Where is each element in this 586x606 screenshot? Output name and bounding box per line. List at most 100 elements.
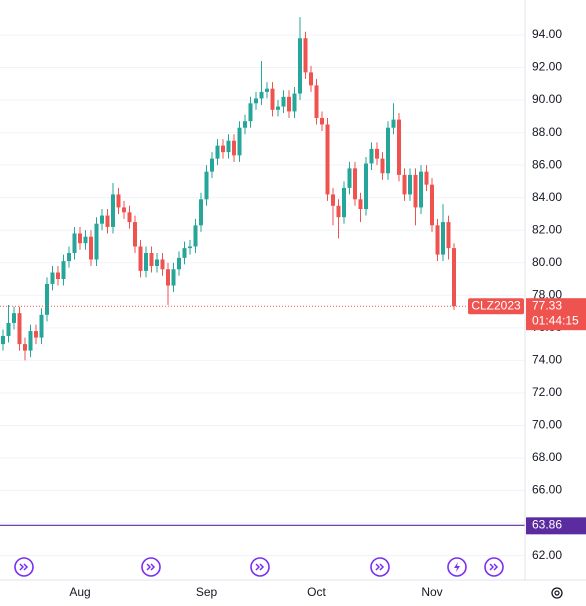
candle-body [166, 269, 170, 286]
candle-body [270, 88, 275, 110]
candle-body [155, 259, 159, 267]
candle-body [204, 171, 209, 200]
candle-body [353, 168, 357, 200]
candle-body [430, 184, 434, 226]
candle-body [281, 96, 286, 107]
candle-body [28, 331, 33, 351]
candle-body [369, 148, 374, 164]
candle-body [199, 199, 203, 226]
y-tick-label: 68.00 [532, 450, 562, 464]
candle-body [50, 272, 55, 284]
candle-body [336, 205, 341, 218]
candle-body [254, 98, 258, 104]
event-icon[interactable] [141, 557, 161, 577]
candle-body [276, 106, 280, 110]
candle-body [358, 199, 363, 210]
candle-body [138, 246, 143, 271]
candle-body [144, 252, 148, 271]
x-tick-label: Oct [307, 585, 326, 599]
candle-body [397, 119, 401, 175]
symbol-tag [468, 298, 524, 315]
candle-body [133, 222, 137, 247]
candle-body [100, 215, 104, 224]
y-tick-label: 72.00 [532, 385, 562, 399]
y-tick-label: 78.00 [532, 287, 562, 301]
candle-body [226, 140, 231, 153]
candle-body [435, 225, 440, 255]
last-price-label: 77.33 [532, 298, 562, 312]
candle-body [94, 223, 99, 260]
candle-body [34, 331, 38, 338]
candle-body [325, 124, 330, 195]
candle-body [331, 194, 335, 206]
alert-tag [526, 517, 586, 535]
candle-body [309, 72, 313, 86]
candle-body [210, 158, 214, 172]
candle-body [122, 207, 126, 213]
y-tick-label: 62.00 [532, 548, 562, 562]
candle-body [303, 38, 308, 73]
y-tick-label: 86.00 [532, 157, 562, 171]
candle-body [248, 103, 253, 122]
candle-body [45, 283, 49, 315]
y-tick-label: 74.00 [532, 353, 562, 367]
candle-body [39, 314, 44, 338]
candle-body [56, 272, 60, 280]
y-tick-label: 88.00 [532, 125, 562, 139]
settings-icon[interactable] [551, 587, 563, 599]
event-markers [14, 557, 563, 599]
y-tick-label: 66.00 [532, 483, 562, 497]
candle-body [61, 261, 66, 280]
y-tick-label: 82.00 [532, 222, 562, 236]
alert-label: 63.86 [532, 518, 562, 532]
candle-body [419, 171, 423, 208]
event-icon[interactable] [14, 557, 34, 577]
candle-body [89, 236, 93, 260]
candle-body [320, 117, 324, 125]
candle-body [182, 248, 187, 258]
candle-body [127, 212, 132, 223]
candle-body [237, 127, 242, 156]
candle-body [446, 222, 451, 249]
y-tick-label: 80.00 [532, 255, 562, 269]
event-icon[interactable] [370, 557, 390, 577]
y-tick-label: 70.00 [532, 418, 562, 432]
candle-body [116, 194, 121, 208]
y-tick-label: 90.00 [532, 92, 562, 106]
candle-body [347, 168, 352, 188]
candle-body [232, 140, 236, 156]
candle-body [375, 148, 379, 159]
price-tag [526, 298, 586, 331]
candle-body [149, 252, 154, 267]
x-tick-label: Nov [421, 585, 442, 599]
y-tick-label: 92.00 [532, 60, 562, 74]
candle-body [287, 96, 291, 112]
candle-body [188, 246, 192, 249]
candle-body [105, 215, 110, 227]
event-icon[interactable] [250, 557, 270, 577]
candle-body [78, 233, 82, 244]
candle-body [193, 225, 198, 247]
candle-body [83, 236, 88, 244]
event-icon[interactable] [447, 557, 467, 577]
candle-body [67, 252, 71, 262]
candle-body [160, 259, 165, 270]
candle-body [452, 248, 456, 307]
candle-body [314, 85, 319, 118]
y-tick-label: 84.00 [532, 190, 562, 204]
x-tick-label: Aug [69, 585, 90, 599]
event-icon[interactable] [484, 557, 504, 577]
candle-body [413, 174, 418, 208]
candle-body [408, 174, 412, 195]
candle-body [221, 145, 225, 153]
candle-body [364, 163, 368, 210]
candle-body [292, 93, 297, 112]
candle-body [12, 313, 16, 323]
candle-body [1, 335, 5, 345]
candle-body [342, 187, 346, 218]
candle-body [171, 269, 176, 286]
candle-body [259, 91, 264, 99]
candle-body [23, 344, 27, 351]
candle-body [17, 313, 22, 345]
